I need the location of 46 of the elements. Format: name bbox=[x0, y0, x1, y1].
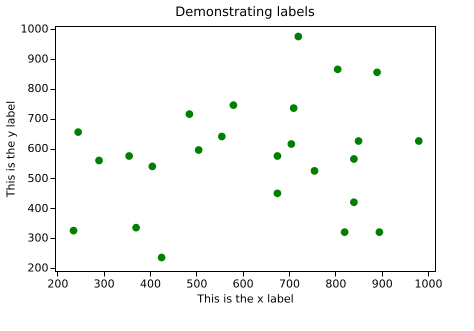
point bbox=[310, 167, 318, 175]
y-tick-label: 700 bbox=[28, 112, 48, 126]
x-tick-label: 900 bbox=[372, 278, 393, 290]
point bbox=[287, 140, 296, 148]
y-tick-label: 1000 bbox=[20, 22, 48, 36]
x-tick-label: 300 bbox=[94, 278, 115, 290]
x-tick-label: 700 bbox=[279, 278, 300, 290]
point bbox=[376, 228, 384, 236]
x-tick-label: 200 bbox=[47, 278, 68, 290]
y-tick-label: 300 bbox=[28, 232, 48, 245]
y-tick-label: 900 bbox=[28, 52, 48, 66]
point bbox=[340, 228, 349, 236]
point bbox=[350, 155, 358, 163]
point bbox=[186, 110, 194, 118]
x-tick-label: 1000 bbox=[414, 278, 443, 290]
point bbox=[414, 137, 423, 145]
point bbox=[373, 68, 381, 76]
point bbox=[132, 224, 140, 232]
x-tick-label: 400 bbox=[140, 278, 161, 290]
point bbox=[350, 198, 358, 206]
x-tick-label: 500 bbox=[186, 278, 208, 290]
y-axis-title: This is the y label bbox=[4, 100, 18, 198]
point bbox=[194, 146, 203, 154]
y-tick-label: 200 bbox=[28, 262, 48, 275]
point bbox=[218, 132, 226, 140]
point bbox=[148, 162, 156, 170]
point bbox=[334, 65, 342, 74]
point bbox=[354, 137, 362, 145]
x-tick-label: 800 bbox=[325, 278, 346, 290]
point bbox=[290, 104, 298, 112]
point bbox=[125, 152, 134, 160]
x-tick-label: 600 bbox=[232, 278, 254, 290]
point bbox=[230, 101, 238, 110]
point bbox=[95, 156, 103, 164]
y-tick-label: 600 bbox=[28, 142, 48, 155]
y-tick-label: 800 bbox=[28, 82, 48, 96]
point bbox=[274, 189, 282, 198]
point bbox=[70, 226, 78, 235]
x-axis-title: This is the x label bbox=[196, 292, 294, 306]
y-tick-label: 500 bbox=[28, 172, 48, 185]
point bbox=[74, 128, 82, 136]
chart-title: Demonstrating labels bbox=[175, 4, 316, 20]
y-tick-label: 400 bbox=[28, 202, 48, 215]
point bbox=[158, 254, 166, 262]
point bbox=[274, 152, 282, 160]
point bbox=[294, 32, 302, 40]
